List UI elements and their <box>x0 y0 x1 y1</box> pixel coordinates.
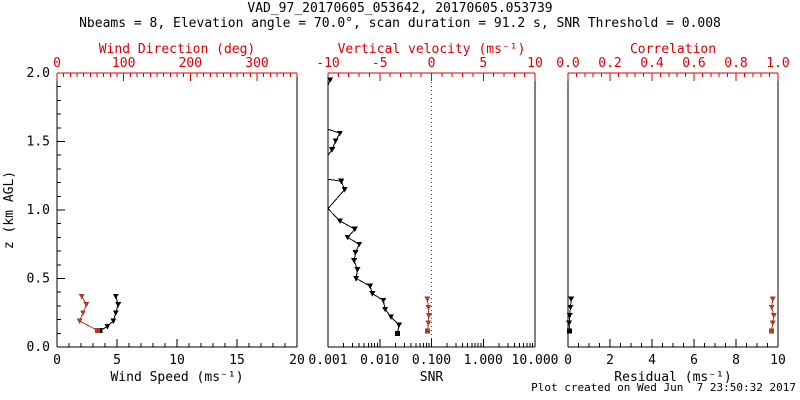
svg-text:0.5: 0.5 <box>27 272 50 287</box>
plot-title: VAD_97_20170605_053642, 20170605.053739 <box>247 1 553 16</box>
svg-text:Wind Direction (deg): Wind Direction (deg) <box>99 42 256 57</box>
svg-text:1.0: 1.0 <box>766 56 789 71</box>
panel-residual: 0 2 4 6 8 10 Residual (ms⁻¹) 0.0 0.2 0.4 0.6 0.8 1.0… <box>556 42 789 385</box>
svg-text:10.000: 10.000 <box>512 353 559 368</box>
svg-text:10: 10 <box>169 353 185 368</box>
svg-text:1.5: 1.5 <box>27 135 50 150</box>
svg-text:10: 10 <box>770 353 786 368</box>
svg-text:Wind Speed (ms⁻¹): Wind Speed (ms⁻¹) <box>110 370 243 385</box>
svg-text:300: 300 <box>245 56 268 71</box>
svg-text:8: 8 <box>732 353 740 368</box>
svg-text:0.0: 0.0 <box>27 340 50 355</box>
svg-text:4: 4 <box>648 353 656 368</box>
svg-text:1.0: 1.0 <box>27 203 50 218</box>
series-vertical-velocity <box>424 296 432 334</box>
svg-text:15: 15 <box>229 353 245 368</box>
svg-text:10: 10 <box>527 56 543 71</box>
svg-text:0: 0 <box>53 353 61 368</box>
svg-text:0.4: 0.4 <box>640 56 664 71</box>
plot-subtitle: Nbeams = 8, Elevation angle = 70.0°, sca… <box>79 16 721 31</box>
svg-text:0.6: 0.6 <box>682 56 705 71</box>
svg-text:SNR: SNR <box>420 370 444 385</box>
svg-text:0.001: 0.001 <box>308 353 347 368</box>
series-correlation <box>768 296 777 334</box>
svg-text:5: 5 <box>479 56 487 71</box>
svg-text:0: 0 <box>564 353 572 368</box>
svg-text:z (km AGL): z (km AGL) <box>2 171 17 249</box>
series-wind-speed <box>97 293 122 334</box>
panel-wind: 0.0 0.5 1.0 1.5 2.0 z (km AGL) 0 5 10 15 20 Wind Sp… <box>2 42 305 385</box>
svg-text:2.0: 2.0 <box>27 66 50 81</box>
svg-text:-5: -5 <box>372 56 388 71</box>
svg-text:6: 6 <box>690 353 698 368</box>
plot-created-timestamp: Plot created on Wed Jun 7 23:50:32 2017 <box>531 381 796 394</box>
svg-text:Vertical velocity (ms⁻¹): Vertical velocity (ms⁻¹) <box>338 42 526 57</box>
svg-text:0.010: 0.010 <box>360 353 399 368</box>
svg-text:1.000: 1.000 <box>464 353 503 368</box>
series-residual <box>566 296 575 334</box>
svg-text:0.8: 0.8 <box>724 56 747 71</box>
svg-text:0: 0 <box>53 56 61 71</box>
panel-snr: 0.001 0.010 0.100 1.000 10.000 SNR -10 -5 0 5 10Ve… <box>308 42 558 385</box>
svg-text:0.100: 0.100 <box>412 353 451 368</box>
svg-text:0.0: 0.0 <box>556 56 579 71</box>
svg-text:-10: -10 <box>316 56 339 71</box>
svg-text:0: 0 <box>428 56 436 71</box>
series-wind-direction <box>76 293 101 334</box>
svg-text:200: 200 <box>179 56 202 71</box>
svg-text:5: 5 <box>113 353 121 368</box>
svg-text:0.2: 0.2 <box>598 56 621 71</box>
svg-text:100: 100 <box>112 56 135 71</box>
svg-text:Correlation: Correlation <box>630 42 716 57</box>
series-snr-profile <box>327 77 402 336</box>
svg-text:Residual (ms⁻¹): Residual (ms⁻¹) <box>614 370 731 385</box>
svg-text:20: 20 <box>289 353 305 368</box>
svg-text:2: 2 <box>606 353 614 368</box>
